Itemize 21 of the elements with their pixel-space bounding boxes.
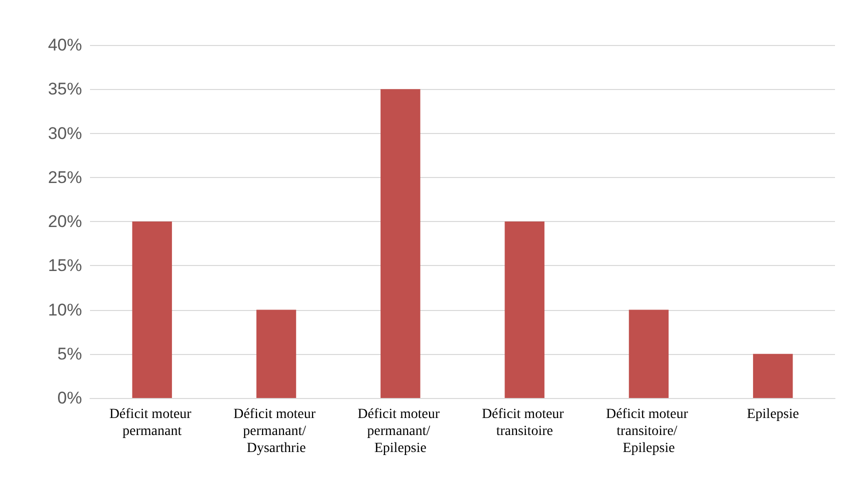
x-tick-label: Déficit moteur permanant: [109, 407, 195, 439]
y-tick-label: 35%: [48, 80, 82, 99]
x-tick-label: Déficit moteur permanant/ Dysarthrie: [233, 407, 320, 456]
x-tick-label: Epilepsie: [746, 407, 799, 422]
bar: [753, 354, 793, 398]
y-tick-label: 5%: [57, 344, 82, 364]
bar: [380, 89, 420, 398]
x-tick-label: Déficit moteur transitoire/ Epilepsie: [606, 407, 692, 456]
bar: [504, 222, 544, 398]
bar: [256, 310, 296, 398]
y-tick-label: 15%: [48, 256, 82, 276]
y-tick-label: 20%: [48, 212, 82, 231]
x-tick-label: Déficit moteur transitoire: [482, 407, 568, 439]
bar: [132, 222, 172, 398]
y-tick-label: 40%: [48, 36, 82, 54]
y-tick-label: 0%: [57, 388, 82, 408]
bar: [628, 310, 669, 398]
y-tick-label: 25%: [48, 168, 82, 187]
y-tick-label: 10%: [48, 300, 82, 320]
x-tick-label: Déficit moteur permanant/ Epilepsie: [358, 407, 444, 456]
y-tick-label: 30%: [48, 124, 82, 143]
